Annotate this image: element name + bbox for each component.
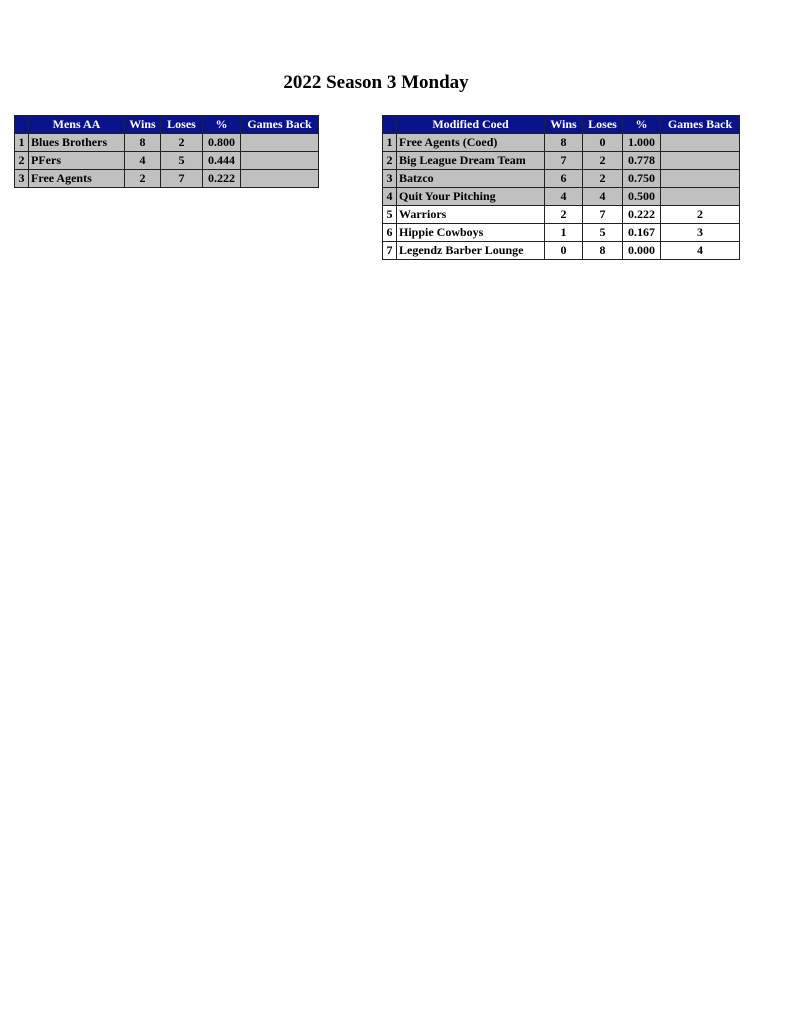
games-back-cell: 2	[660, 205, 740, 224]
loses-header: Loses	[582, 115, 623, 134]
games-back-header: Games Back	[660, 115, 740, 134]
wins-cell: 2	[124, 169, 161, 188]
games-back-cell	[660, 187, 740, 206]
pct-header: %	[202, 115, 241, 134]
games-back-cell	[240, 169, 319, 188]
table-row: 7 Legendz Barber Lounge 0 8 0.000 4	[382, 241, 740, 260]
rank-header	[14, 115, 29, 134]
loses-cell: 4	[582, 187, 623, 206]
team-cell: Blues Brothers	[28, 133, 125, 152]
team-cell: Quit Your Pitching	[396, 187, 545, 206]
games-back-cell: 3	[660, 223, 740, 242]
loses-header: Loses	[160, 115, 203, 134]
wins-cell: 6	[544, 169, 583, 188]
pct-cell: 0.444	[202, 151, 241, 170]
rank-cell: 4	[382, 187, 397, 206]
games-back-cell	[660, 133, 740, 152]
loses-cell: 2	[160, 133, 203, 152]
loses-cell: 8	[582, 241, 623, 260]
pct-cell: 0.000	[622, 241, 661, 260]
pct-cell: 0.222	[202, 169, 241, 188]
pct-cell: 1.000	[622, 133, 661, 152]
team-cell: Legendz Barber Lounge	[396, 241, 545, 260]
wins-cell: 1	[544, 223, 583, 242]
team-cell: Free Agents	[28, 169, 125, 188]
page-title: 2022 Season 3 Monday	[283, 72, 469, 93]
wins-cell: 2	[544, 205, 583, 224]
table-row: 1 Free Agents (Coed) 8 0 1.000	[382, 133, 740, 152]
pct-cell: 0.167	[622, 223, 661, 242]
wins-cell: 8	[544, 133, 583, 152]
table-row: 3 Free Agents 2 7 0.222	[14, 169, 319, 188]
standings-table-mens-aa: Mens AA Wins Loses% Games Back 1 Blues Brot…	[14, 115, 319, 188]
loses-cell: 2	[582, 169, 623, 188]
table-row: 4 Quit Your Pitching 4 4 0.500	[382, 187, 740, 206]
table-row: 5 Warriors 2 7 0.222 2	[382, 205, 740, 224]
pct-cell: 0.778	[622, 151, 661, 170]
table-row: 3 Batzco 6 2 0.750	[382, 169, 740, 188]
loses-cell: 0	[582, 133, 623, 152]
pct-cell: 0.800	[202, 133, 241, 152]
rank-cell: 3	[382, 169, 397, 188]
team-cell: Batzco	[396, 169, 545, 188]
header-row: Mens AA Wins Loses% Games Back	[14, 115, 319, 134]
games-back-cell: 4	[660, 241, 740, 260]
games-back-header: Games Back	[240, 115, 319, 134]
header-row: Modified Coed Wins Loses% Games Back	[382, 115, 740, 134]
table-row: 2 PFers 4 5 0.444	[14, 151, 319, 170]
rank-cell: 2	[382, 151, 397, 170]
games-back-cell	[660, 151, 740, 170]
wins-cell: 4	[544, 187, 583, 206]
rank-cell: 3	[14, 169, 29, 188]
pct-cell: 0.500	[622, 187, 661, 206]
wins-cell: 4	[124, 151, 161, 170]
loses-cell: 5	[582, 223, 623, 242]
wins-header: Wins	[544, 115, 583, 134]
wins-header: Wins	[124, 115, 161, 134]
rank-cell: 7	[382, 241, 397, 260]
loses-cell: 7	[582, 205, 623, 224]
wins-cell: 8	[124, 133, 161, 152]
pct-cell: 0.222	[622, 205, 661, 224]
table-row: 2 Big League Dream Team 7 2 0.778	[382, 151, 740, 170]
games-back-cell	[660, 169, 740, 188]
team-cell: Warriors	[396, 205, 545, 224]
team-cell: Big League Dream Team	[396, 151, 545, 170]
team-cell: Hippie Cowboys	[396, 223, 545, 242]
rank-cell: 2	[14, 151, 29, 170]
rank-cell: 6	[382, 223, 397, 242]
wins-cell: 0	[544, 241, 583, 260]
rank-cell: 5	[382, 205, 397, 224]
rank-cell: 1	[382, 133, 397, 152]
table-row: 1 Blues Brothers 8 2 0.800	[14, 133, 319, 152]
loses-cell: 7	[160, 169, 203, 188]
team-cell: Free Agents (Coed)	[396, 133, 545, 152]
division-header: Modified Coed	[396, 115, 545, 134]
division-header: Mens AA	[28, 115, 125, 134]
pct-cell: 0.750	[622, 169, 661, 188]
wins-cell: 7	[544, 151, 583, 170]
table-row: 6 Hippie Cowboys 1 5 0.167 3	[382, 223, 740, 242]
standings-table-modified-coed: Modified Coed Wins Loses% Games Back 1 Free…	[382, 115, 740, 260]
loses-cell: 2	[582, 151, 623, 170]
rank-header	[382, 115, 397, 134]
games-back-cell	[240, 151, 319, 170]
pct-header: %	[622, 115, 661, 134]
team-cell: PFers	[28, 151, 125, 170]
games-back-cell	[240, 133, 319, 152]
rank-cell: 1	[14, 133, 29, 152]
loses-cell: 5	[160, 151, 203, 170]
